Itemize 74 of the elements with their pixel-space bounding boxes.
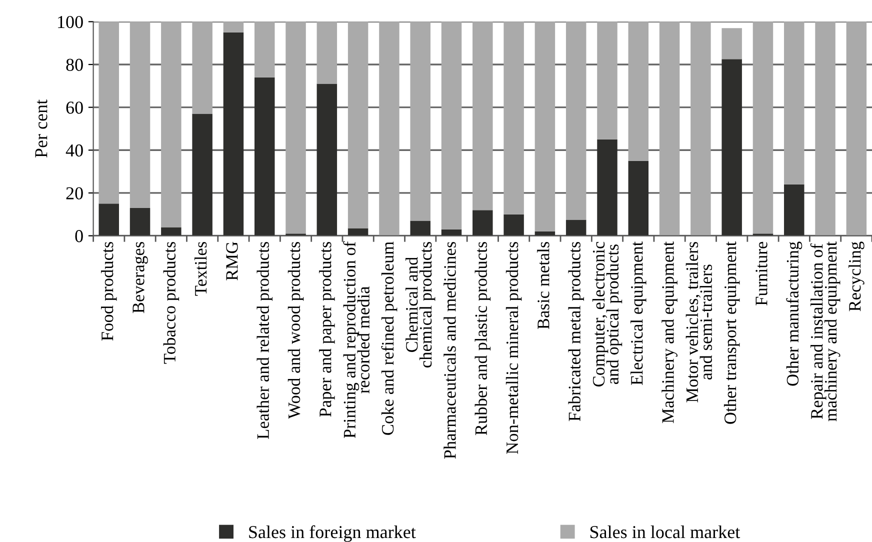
bar xyxy=(286,22,306,234)
bar xyxy=(846,22,867,236)
x-tick-label: Rubber and plastic products xyxy=(474,242,491,436)
x-tick-label: Textiles xyxy=(194,242,207,296)
bar xyxy=(722,28,742,60)
bar xyxy=(597,22,618,140)
bar xyxy=(472,210,493,236)
bar xyxy=(223,22,244,32)
x-tick-label: Recycling xyxy=(848,242,864,312)
bar xyxy=(472,22,493,210)
x-tick-label: Printing and reproduction of recorded media xyxy=(343,241,370,438)
bar xyxy=(784,184,804,236)
x-tick-label: Machinery and equipment xyxy=(662,241,678,424)
bar xyxy=(504,214,524,236)
y-axis-title: Per cent xyxy=(35,100,48,158)
bar xyxy=(192,22,212,114)
x-tick-label: Chemical and chemical products xyxy=(406,242,436,368)
bar xyxy=(316,84,338,236)
x-tick-label: Other manufacturing xyxy=(786,242,802,386)
bar xyxy=(130,22,150,208)
bar xyxy=(254,77,275,236)
bar xyxy=(316,22,338,84)
x-tick-label: Leather and related products xyxy=(256,242,272,439)
y-tick-label: 20 xyxy=(66,187,83,200)
bar xyxy=(815,22,836,236)
bar xyxy=(597,139,618,236)
x-tick-label: Paper and paper products xyxy=(319,242,335,417)
x-tick-label: RMG xyxy=(226,242,238,280)
bar xyxy=(504,22,524,214)
bar xyxy=(784,22,804,184)
bar xyxy=(690,22,711,236)
bar xyxy=(441,22,462,230)
bar xyxy=(98,22,119,204)
legend-label: Sales in foreign market xyxy=(249,525,416,542)
bar xyxy=(534,22,556,232)
x-tick-label: Non-metallic mineral products xyxy=(506,242,522,454)
bar xyxy=(98,204,119,236)
x-tick-label: Other transport equipment xyxy=(724,241,740,424)
y-tick-label: 80 xyxy=(66,58,83,71)
bar xyxy=(348,22,368,228)
bar xyxy=(566,22,586,220)
bar xyxy=(410,220,430,236)
x-tick-label: Electrical equipment xyxy=(630,241,646,385)
x-tick-label: Computer, electronic and optical products xyxy=(592,242,622,386)
x-tick-label: Coke and refined petroleum xyxy=(381,242,398,435)
bar xyxy=(161,22,182,228)
bar xyxy=(628,160,649,236)
x-tick-label: Basic metals xyxy=(537,242,550,330)
bar xyxy=(410,22,430,221)
bar xyxy=(722,59,742,236)
y-tick-label: 60 xyxy=(66,102,83,114)
x-tick-label: Beverages xyxy=(132,242,148,314)
bar xyxy=(223,32,244,236)
x-tick-label: Motor vehicles, trailers and semi-trailers xyxy=(686,242,712,402)
x-tick-label: Fabricated metal products xyxy=(568,242,584,422)
x-tick-label: Repair and installation of machinery and equipment xyxy=(810,241,840,422)
bar xyxy=(192,114,212,236)
bar xyxy=(752,22,774,234)
x-tick-label: Wood and wood products xyxy=(288,242,304,419)
bar xyxy=(659,22,680,236)
bar xyxy=(130,208,150,236)
x-tick-label: Tobacco products xyxy=(163,242,180,364)
y-tick-label: 0 xyxy=(75,230,83,242)
y-tick-label: 40 xyxy=(66,144,83,157)
bar xyxy=(628,22,649,161)
x-tick-label: Furniture xyxy=(756,242,768,306)
legend-label: Sales in local market xyxy=(590,525,740,538)
x-tick-label: Pharmaceuticals and medicines xyxy=(444,242,456,459)
y-tick-label: 100 xyxy=(58,16,83,28)
bar xyxy=(254,22,275,78)
bar xyxy=(161,227,182,236)
bar xyxy=(379,22,400,236)
bar xyxy=(566,220,586,236)
x-tick-label: Food products xyxy=(101,242,117,341)
